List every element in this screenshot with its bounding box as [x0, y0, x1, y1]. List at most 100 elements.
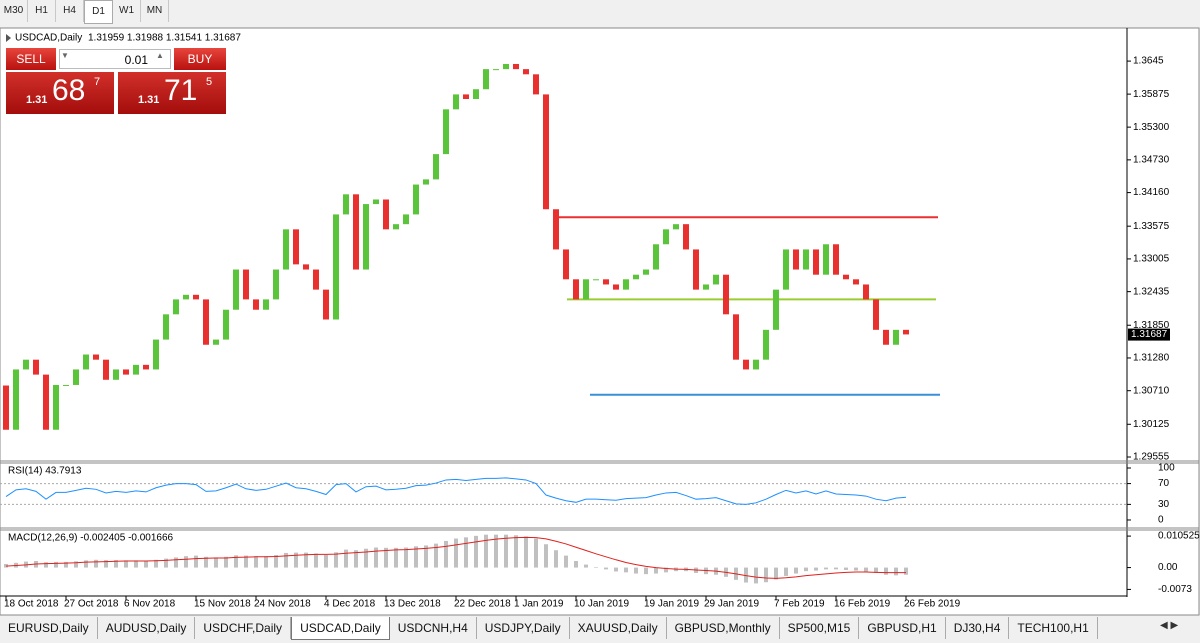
macd-bar: [744, 567, 748, 583]
timeframe-button[interactable]: D1: [84, 0, 113, 24]
y-tick-label: 1.30125: [1133, 419, 1170, 430]
candle-body: [733, 314, 739, 360]
macd-bar: [424, 545, 428, 568]
macd-bar: [794, 567, 798, 574]
ohlc-readout: 1.31959 1.31988 1.31541 1.31687: [88, 33, 241, 44]
macd-bar: [164, 558, 168, 568]
macd-bar: [224, 556, 228, 568]
candle-body: [883, 329, 889, 345]
chart-tab[interactable]: EURUSD,Daily: [0, 617, 98, 639]
chart-tab[interactable]: AUDUSD,Daily: [98, 617, 196, 639]
macd-bar: [174, 557, 178, 568]
chart-tab[interactable]: TECH100,H1: [1009, 617, 1098, 639]
macd-bar: [784, 567, 788, 576]
tab-scroll[interactable]: ◀ ▶: [1160, 620, 1179, 631]
candle-body: [183, 294, 189, 300]
macd-bar: [554, 550, 558, 568]
rsi-title: RSI(14) 43.7913: [8, 466, 82, 477]
timeframe-button[interactable]: M30: [0, 0, 28, 22]
macd-bar: [614, 567, 618, 572]
macd-bar: [454, 538, 458, 568]
macd-bar: [904, 567, 908, 575]
macd-bar: [804, 567, 808, 572]
candle-body: [233, 269, 239, 310]
candle-body: [853, 279, 859, 285]
candle-body: [53, 384, 59, 430]
y-tick-label: 1.29555: [1133, 452, 1170, 463]
candle-body: [83, 354, 89, 370]
candle-body: [623, 279, 629, 290]
macd-bar: [584, 564, 588, 568]
chart-tab[interactable]: SP500,M15: [780, 617, 860, 639]
y-tick-label: 30: [1158, 499, 1170, 510]
candle-body: [583, 279, 589, 300]
macd-title: MACD(12,26,9) -0.002405 -0.001666: [8, 533, 174, 544]
candle-body: [663, 229, 669, 245]
candle-body: [753, 359, 759, 370]
candle-body: [443, 109, 449, 155]
macd-bar: [864, 567, 868, 572]
chart-tab[interactable]: XAUUSD,Daily: [570, 617, 667, 639]
chart-tab[interactable]: GBPUSD,Monthly: [667, 617, 780, 639]
candle-body: [593, 279, 599, 281]
ask-price[interactable]: 1.31 71 5: [118, 72, 226, 114]
candle-body: [543, 94, 549, 210]
chart-tab[interactable]: USDCNH,H4: [390, 617, 477, 639]
macd-bar: [134, 560, 138, 568]
candle-body: [533, 74, 539, 95]
macd-bar: [304, 552, 308, 568]
timeframe-button[interactable]: H4: [56, 0, 84, 22]
chart-tab[interactable]: GBPUSD,H1: [859, 617, 946, 639]
candle-body: [103, 359, 109, 380]
chart-tab[interactable]: USDJPY,Daily: [477, 617, 570, 639]
buy-button[interactable]: BUY: [174, 48, 226, 70]
candle-body: [463, 94, 469, 99]
candle-body: [783, 249, 789, 290]
timeframe-button[interactable]: MN: [141, 0, 169, 22]
candle-body: [653, 244, 659, 270]
chart-tab[interactable]: DJ30,H4: [946, 617, 1010, 639]
timeframe-button[interactable]: W1: [113, 0, 141, 22]
candle-body: [243, 269, 249, 300]
macd-bar: [524, 536, 528, 568]
candle-body: [283, 229, 289, 270]
y-tick-label: 1.31280: [1133, 353, 1170, 364]
candle-body: [603, 279, 609, 285]
y-tick-label: 0: [1158, 515, 1164, 526]
symbol-icon: [6, 34, 11, 42]
lot-up[interactable]: ▲: [156, 51, 164, 60]
x-tick-label: 16 Feb 2019: [834, 599, 891, 610]
sell-button[interactable]: SELL: [6, 48, 56, 70]
candle-body: [363, 204, 369, 270]
macd-bar: [274, 555, 278, 568]
y-tick-label: 1.35875: [1133, 89, 1170, 100]
lot-down[interactable]: ▼: [61, 51, 69, 60]
rsi-line: [5, 477, 907, 505]
macd-bar: [484, 534, 488, 568]
x-tick-label: 7 Feb 2019: [774, 599, 825, 610]
signal-line: [5, 536, 906, 579]
chart-tab[interactable]: USDCHF,Daily: [195, 617, 292, 639]
macd-bar: [814, 567, 818, 571]
timeframe-button[interactable]: H1: [28, 0, 56, 22]
bid-price[interactable]: 1.31 68 7: [6, 72, 114, 114]
chart-frame: [0, 27, 1200, 616]
ask-small: 5: [206, 76, 213, 88]
x-tick-label: 24 Nov 2018: [254, 599, 311, 610]
lot-input[interactable]: 0.01: [59, 49, 171, 69]
candle-body: [743, 359, 749, 370]
candle-body: [13, 369, 19, 430]
chart-tab[interactable]: USDCAD,Daily: [291, 617, 390, 640]
candle-body: [513, 63, 519, 70]
macd-bar: [774, 567, 778, 580]
y-tick-label: 0.00: [1158, 562, 1178, 573]
x-tick-label: 27 Oct 2018: [64, 599, 119, 610]
macd-bar: [144, 560, 148, 568]
macd-bar: [594, 566, 598, 568]
candle-body: [353, 194, 359, 270]
candle-body: [833, 244, 839, 275]
candle-body: [23, 359, 29, 370]
macd-bar: [324, 555, 328, 568]
macd-bar: [534, 538, 538, 568]
candle-body: [613, 284, 619, 290]
